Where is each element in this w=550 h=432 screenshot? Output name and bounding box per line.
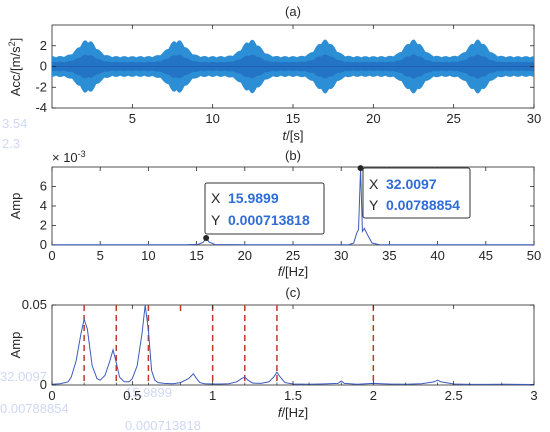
- panel-c-reference-lines: [83, 305, 375, 385]
- panel-c-xtick-label: 3: [530, 388, 537, 403]
- panel-a-xtick-label: 30: [527, 111, 541, 126]
- panel-c-y-ticks: 00.05: [22, 297, 534, 392]
- ghost-text-left-a: 3.54: [2, 116, 27, 131]
- panel-a-ytick-label: -2: [35, 79, 47, 94]
- panel-c-x-label: f/[Hz]: [278, 405, 308, 420]
- panel-b-xtick-label: 35: [382, 248, 396, 263]
- panel-b-ytick-label: 6: [40, 179, 47, 194]
- ghost-text-left-d: 0.00788854: [0, 401, 69, 416]
- panel-b-scale-label: × 10-3: [52, 149, 86, 165]
- panel-c-xtick-label: 0: [48, 388, 55, 403]
- panel-a-ytick-label: -4: [35, 100, 47, 115]
- ghost-text-left-b: 2.3: [2, 136, 20, 151]
- panel-b-xtick-label: 25: [286, 248, 300, 263]
- panel-a-ytick-label: 0: [40, 59, 47, 74]
- panel-a-x-ticks: 5 10 15 20 25 30: [129, 25, 541, 126]
- panel-c-xtick-label: 0.5: [123, 388, 141, 403]
- panel-c-ytick-label: 0.05: [22, 297, 47, 312]
- panel-c-low-frequency-spectrum: (c) 0 0.5 1 1.5 2 2.5 3 00.05 f/[Hz] Amp: [8, 285, 538, 420]
- panel-b-xtick-label: 40: [430, 248, 444, 263]
- panel-b-x-label: f/[Hz]: [278, 264, 308, 279]
- panel-a-y-ticks: -4 -2 0 2: [35, 38, 534, 115]
- datatip-2-y-value: 0.00788854: [386, 197, 460, 213]
- panel-a-x-label: t/[s]: [283, 128, 304, 143]
- panel-c-xtick-label: 1.5: [284, 388, 302, 403]
- panel-b-xtick-label: 20: [238, 248, 252, 263]
- panel-c-xtick-label: 2.5: [445, 388, 463, 403]
- ghost-text-left-c: 32.0097: [0, 369, 47, 384]
- panel-c-xtick-label: 2: [370, 388, 377, 403]
- datatip-1-y-key: Y: [211, 212, 221, 228]
- panel-a-y-label: Acc/[m/s2]: [7, 38, 23, 96]
- panel-b-xtick-label: 45: [479, 248, 493, 263]
- datatip-1-y-value: 0.000713818: [228, 212, 310, 228]
- datatip-1[interactable]: X 15.9899 Y 0.000713818: [204, 182, 325, 235]
- datatip-2[interactable]: X 32.0097 Y 0.00788854: [362, 167, 471, 219]
- ghost-text-bottom-a: 15.9899: [125, 385, 172, 400]
- panel-a-time-signal: (a) 5 10 15 20 25 30 -4 -2 0 2 t/[s] Acc/[m/s2]: [7, 4, 541, 143]
- ghost-text-bottom-b: 0.000713818: [125, 418, 201, 432]
- panel-b-ytick-label: 4: [40, 198, 47, 213]
- datatip-1-x-value: 15.9899: [228, 190, 279, 206]
- panel-b-title: (b): [285, 148, 301, 163]
- datatip-marker-1: [203, 235, 210, 242]
- panel-a-ytick-label: 2: [40, 38, 47, 53]
- panel-b-ytick-label: 2: [40, 218, 47, 233]
- panel-a-xtick-label: 20: [366, 111, 380, 126]
- datatip-2-y-key: Y: [369, 197, 379, 213]
- panel-a-xtick-label: 10: [205, 111, 219, 126]
- panel-a-signal: [52, 39, 534, 94]
- panel-b-ytick-label: 0: [40, 237, 47, 252]
- panel-c-title: (c): [285, 285, 300, 300]
- panel-c-xtick-label: 1: [209, 388, 216, 403]
- panel-c-y-label: Amp: [8, 332, 23, 359]
- panel-c-ytick-label: 0: [40, 377, 47, 392]
- panel-b-xtick-label: 15: [189, 248, 203, 263]
- datatip-marker-2: [357, 165, 364, 172]
- panel-b-xtick-label: 50: [527, 248, 541, 263]
- panel-b-series-line: [52, 168, 534, 246]
- panel-c-series-line: [51, 304, 535, 386]
- panel-b-xtick-label: 10: [141, 248, 155, 263]
- panel-b-xtick-label: 0: [48, 248, 55, 263]
- panel-b-xtick-label: 5: [97, 248, 104, 263]
- datatip-1-x-key: X: [211, 190, 221, 206]
- datatip-2-x-value: 32.0097: [386, 176, 437, 192]
- panel-c-x-ticks: 0 0.5 1 1.5 2 2.5 3: [48, 305, 538, 403]
- datatip-2-x-key: X: [369, 176, 379, 192]
- panel-a-xtick-label: 5: [129, 111, 136, 126]
- datatip-2-box: [362, 167, 471, 219]
- panel-b-xtick-label: 30: [334, 248, 348, 263]
- panel-a-xtick-label: 15: [286, 111, 300, 126]
- panel-b-datatips: X 15.9899 Y 0.000713818 X 32.0097 Y 0.00…: [203, 165, 471, 242]
- panel-b-y-label: Amp: [8, 193, 23, 220]
- panel-c-axes-frame: [51, 304, 535, 386]
- panel-a-xtick-label: 25: [446, 111, 460, 126]
- panel-a-title: (a): [285, 4, 301, 19]
- datatip-1-box: [204, 182, 325, 235]
